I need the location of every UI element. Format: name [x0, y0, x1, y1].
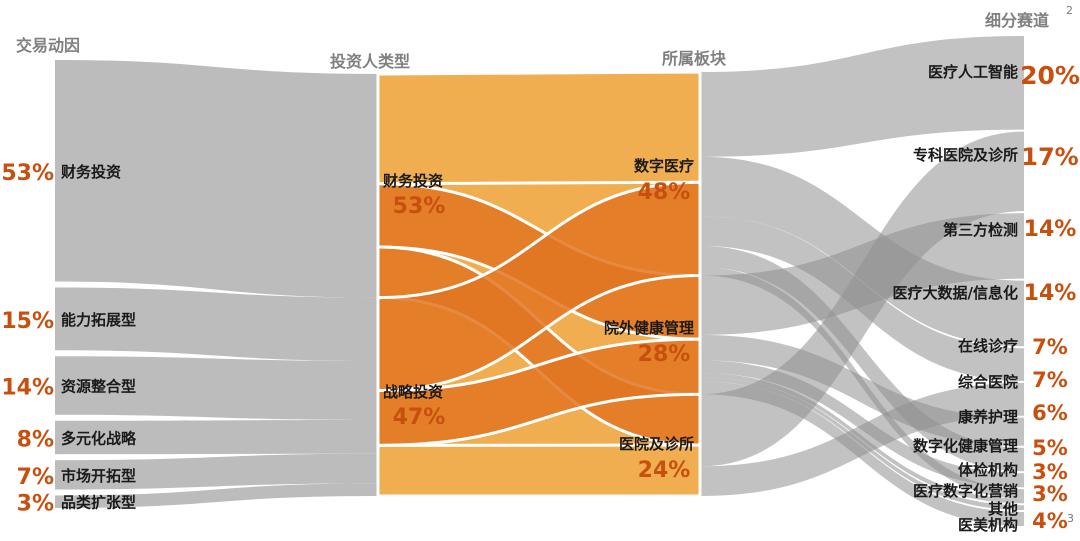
motive-label-5: 品类扩张型: [61, 494, 136, 512]
sector-percent-0: 48%: [638, 180, 691, 205]
header-sector: 所属板块: [662, 49, 727, 68]
sector-percent-2: 24%: [638, 458, 691, 483]
segment-percent-6: 6%: [1032, 401, 1068, 425]
segment-label-9: 医疗数字化营销: [913, 482, 1018, 500]
segment-percent-8: 3%: [1032, 460, 1068, 484]
flow-motive-1-to-investor-1: [55, 287, 378, 361]
motive-label-4: 市场开拓型: [61, 467, 136, 485]
header-motive: 交易动因: [16, 36, 80, 55]
investor-percent-1: 47%: [393, 405, 446, 430]
segment-label-8: 体检机构: [958, 461, 1018, 479]
flow-motive-3-to-investor-1: [55, 420, 378, 455]
flow-investor-1-to-sector-0: [376, 180, 702, 393]
segment-percent-3: 14%: [1024, 281, 1077, 306]
sector-label-0: 数字医疗: [634, 157, 694, 175]
motive-label-2: 资源整合型: [61, 378, 136, 396]
segment-percent-4: 7%: [1032, 335, 1068, 359]
segment-label-4: 在线诊疗: [958, 337, 1018, 355]
segment-label-5: 综合医院: [958, 373, 1018, 391]
segment-percent-11: 4%: [1032, 509, 1068, 533]
motive-percent-5: 3%: [17, 492, 54, 517]
segment-percent-5: 7%: [1032, 368, 1068, 392]
segment-label-2: 第三方检测: [943, 221, 1018, 239]
segment-percent-9: 3%: [1032, 482, 1068, 506]
segment-label-6: 康养护理: [958, 408, 1018, 426]
flow-investor-1-to-sector-1: [376, 337, 702, 447]
motive-percent-4: 7%: [17, 465, 54, 490]
sector-percent-1: 28%: [638, 342, 691, 367]
flow-sector-0-to-segment-7: [700, 245, 1024, 472]
investor-percent-0: 53%: [393, 194, 446, 219]
segment-label-3: 医疗大数据/信息化: [893, 284, 1018, 302]
investor-label-1: 战略投资: [383, 383, 443, 401]
investor-label-0: 财务投资: [383, 172, 443, 190]
header-investor-type: 投资人类型: [330, 52, 410, 71]
flow-sector-0-to-segment-0: [700, 36, 1024, 157]
motive-label-1: 能力拓展型: [61, 311, 136, 329]
segment-label-0: 医疗人工智能: [928, 63, 1018, 81]
segment-percent-2: 14%: [1024, 217, 1077, 242]
segment-label-1: 专科医院及诊所: [913, 146, 1018, 164]
flow-investor-1-to-sector-2: [376, 443, 702, 498]
segment-label-11: 医美机构: [958, 516, 1018, 534]
segment-percent-7: 5%: [1032, 436, 1068, 460]
flows-layer: [55, 36, 1024, 526]
nodes-layer: [376, 70, 702, 498]
footnote-marker-header: 2: [1066, 4, 1073, 17]
segment-percent-0: 20%: [1020, 61, 1080, 90]
motive-label-3: 多元化战略: [61, 429, 137, 447]
motive-percent-0: 53%: [1, 161, 54, 186]
flow-sector-2-to-segment-1: [700, 131, 1024, 467]
header-segment: 细分赛道: [985, 11, 1049, 30]
motive-percent-3: 8%: [17, 427, 54, 452]
flow-sector-1-to-segment-8: [700, 360, 1024, 488]
sector-label-2: 医院及诊所: [619, 435, 694, 453]
flow-motive-5-to-investor-1: [55, 483, 378, 508]
labels-layer: 交易动因 投资人类型 所属板块 细分赛道 2 3 财务投资 53% 能力拓展型 15%…: [1, 4, 1080, 534]
motive-percent-1: 15%: [1, 309, 54, 334]
flow-motive-4-to-investor-1: [55, 453, 378, 490]
flow-motive-0-to-investor-0: [55, 60, 378, 298]
footnote-marker-last: 3: [1067, 512, 1074, 525]
sector-label-1: 院外健康管理: [604, 319, 694, 337]
flow-sector-2-to-segment-5: [700, 382, 1024, 496]
segment-label-7: 数字化健康管理: [913, 437, 1018, 455]
segment-label-10: 其他: [988, 500, 1018, 518]
flow-motive-2-to-investor-1: [55, 356, 378, 421]
segment-percent-1: 17%: [1021, 143, 1078, 171]
motive-percent-2: 14%: [1, 376, 54, 401]
motive-label-0: 财务投资: [61, 163, 121, 181]
